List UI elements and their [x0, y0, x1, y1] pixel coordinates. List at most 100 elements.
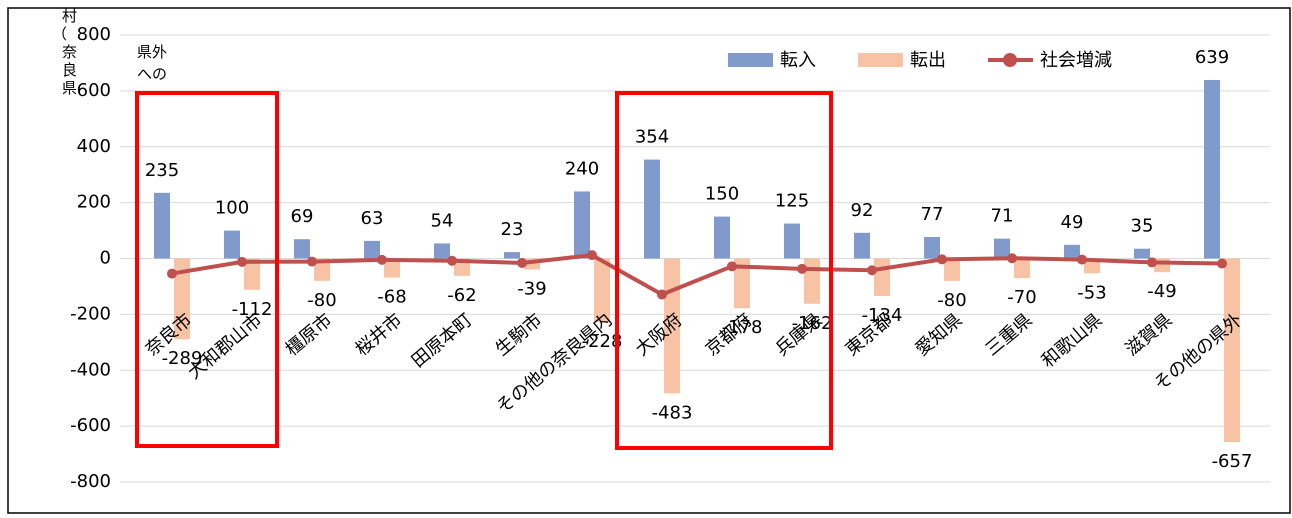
data-label: 354: [635, 127, 669, 148]
bar: [1014, 258, 1030, 279]
x-tick-label: 桜井市: [352, 310, 407, 361]
x-tick-label: 大和郡山市: [184, 310, 266, 384]
data-label: 639: [1195, 47, 1229, 68]
data-label: -80: [307, 290, 336, 311]
y-tick-label: -800: [70, 471, 111, 492]
line-marker: [1077, 254, 1087, 265]
line-marker: [937, 254, 947, 265]
line-marker: [237, 256, 247, 267]
data-label: -289: [162, 348, 203, 369]
line-marker: [377, 254, 387, 265]
bar: [364, 240, 380, 259]
data-label: 235: [145, 160, 179, 181]
y-tick-label: 200: [77, 192, 111, 213]
x-tick-label: 生駒市: [492, 310, 547, 361]
legend-label: 転入: [780, 50, 816, 71]
bar: [1204, 79, 1220, 259]
data-label: -68: [377, 286, 406, 307]
annotation: 県外への: [137, 43, 167, 83]
data-label: 63: [361, 208, 384, 229]
bar: [244, 258, 260, 290]
bar: [714, 216, 730, 259]
legend-label: 社会増減: [1040, 50, 1112, 71]
data-label: -39: [517, 278, 546, 299]
data-label: 23: [501, 219, 524, 240]
data-label: 71: [991, 206, 1014, 227]
bar: [1084, 258, 1100, 274]
data-label: 54: [431, 210, 454, 231]
data-label: 100: [215, 198, 249, 219]
bar: [994, 238, 1010, 259]
data-label: -162: [792, 313, 833, 334]
bar: [174, 258, 190, 340]
bar: [944, 258, 960, 281]
data-label: 35: [1131, 216, 1154, 237]
data-label: -483: [652, 402, 693, 423]
bar: [1224, 258, 1240, 443]
highlight-box: [135, 91, 279, 448]
line-marker: [727, 261, 737, 272]
data-label: 125: [775, 191, 809, 212]
x-tick-label: 和歌山県: [1038, 310, 1107, 372]
data-label: -53: [1077, 282, 1106, 303]
data-label: -70: [1007, 287, 1036, 308]
data-label: 77: [921, 204, 944, 225]
bar: [804, 258, 820, 304]
legend-swatch: [858, 53, 903, 67]
line-marker: [1147, 257, 1157, 268]
bar: [924, 236, 940, 259]
line-marker: [307, 256, 317, 267]
x-tick-label: 愛知県: [912, 310, 967, 361]
line-marker: [1217, 258, 1227, 269]
line-marker: [517, 257, 527, 268]
data-label: -178: [722, 317, 763, 338]
data-label: 69: [291, 206, 314, 227]
x-tick-label: 橿原市: [282, 310, 337, 361]
bar: [1134, 248, 1150, 259]
data-label: -134: [862, 305, 903, 326]
y-tick-label: 600: [77, 80, 111, 101]
x-tick-label: 田原本町: [408, 310, 477, 372]
line-marker: [167, 268, 177, 279]
y-tick-label: 800: [77, 24, 111, 45]
data-label: 49: [1061, 212, 1084, 233]
line-marker: [587, 250, 597, 261]
bar: [524, 258, 540, 270]
y-tick-label: 400: [77, 136, 111, 157]
bar: [294, 239, 310, 259]
line: [171, 253, 1223, 297]
data-label: -62: [447, 285, 476, 306]
bar: [314, 258, 330, 281]
data-label: 240: [565, 158, 599, 179]
legend-marker: [1003, 53, 1017, 67]
highlight-box: [615, 91, 833, 450]
bar: [874, 258, 890, 296]
data-label: -228: [582, 331, 623, 352]
bar: [784, 223, 800, 259]
data-label: 150: [705, 184, 739, 205]
data-label: -112: [232, 299, 273, 320]
data-label: 92: [851, 200, 874, 221]
bar: [224, 230, 240, 259]
y-tick-label: 0: [100, 248, 111, 269]
y-axis-label: 村（奈良県: [52, 7, 77, 97]
x-tick-label: 三重県: [982, 310, 1037, 361]
y-tick-label: -200: [70, 303, 111, 324]
bar: [644, 159, 660, 259]
line-marker: [657, 289, 667, 300]
bar: [1064, 244, 1080, 259]
line-marker: [447, 255, 457, 266]
line-marker: [797, 263, 807, 274]
bar: [574, 191, 590, 259]
legend-label: 転出: [910, 50, 946, 71]
bar: [434, 243, 450, 259]
y-tick-label: -400: [70, 359, 111, 380]
line-marker: [867, 265, 877, 276]
bar: [384, 258, 400, 278]
legend-swatch: [728, 53, 773, 67]
chart-frame: [7, 7, 1291, 514]
data-label: -657: [1212, 451, 1253, 472]
data-label: -49: [1147, 281, 1176, 302]
x-tick-label: その他の奈良県内: [493, 310, 617, 419]
